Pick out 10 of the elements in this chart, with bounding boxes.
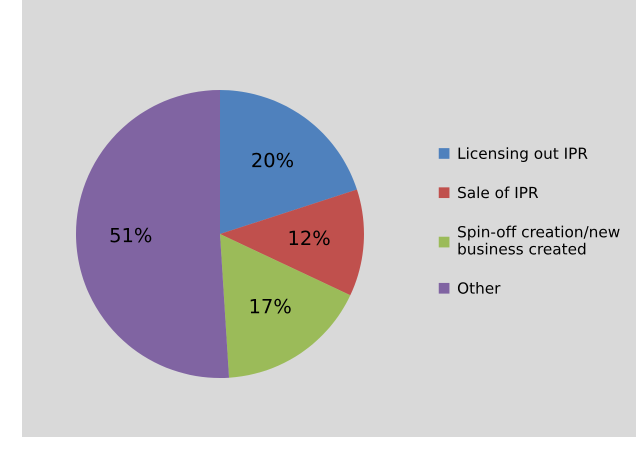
legend-label: Other (458, 282, 500, 294)
pie-slice (220, 190, 364, 296)
legend-label: Licensing out IPR (458, 147, 588, 162)
data-label: 12% (290, 230, 330, 246)
legend-label: Sale of IPR (458, 186, 538, 198)
data-label: 51% (110, 228, 152, 242)
data-label: 20% (252, 152, 294, 168)
legend-label: Spin-off creation/new business created (458, 226, 620, 255)
pie-slice (76, 90, 230, 378)
data-label: 17% (250, 298, 291, 314)
